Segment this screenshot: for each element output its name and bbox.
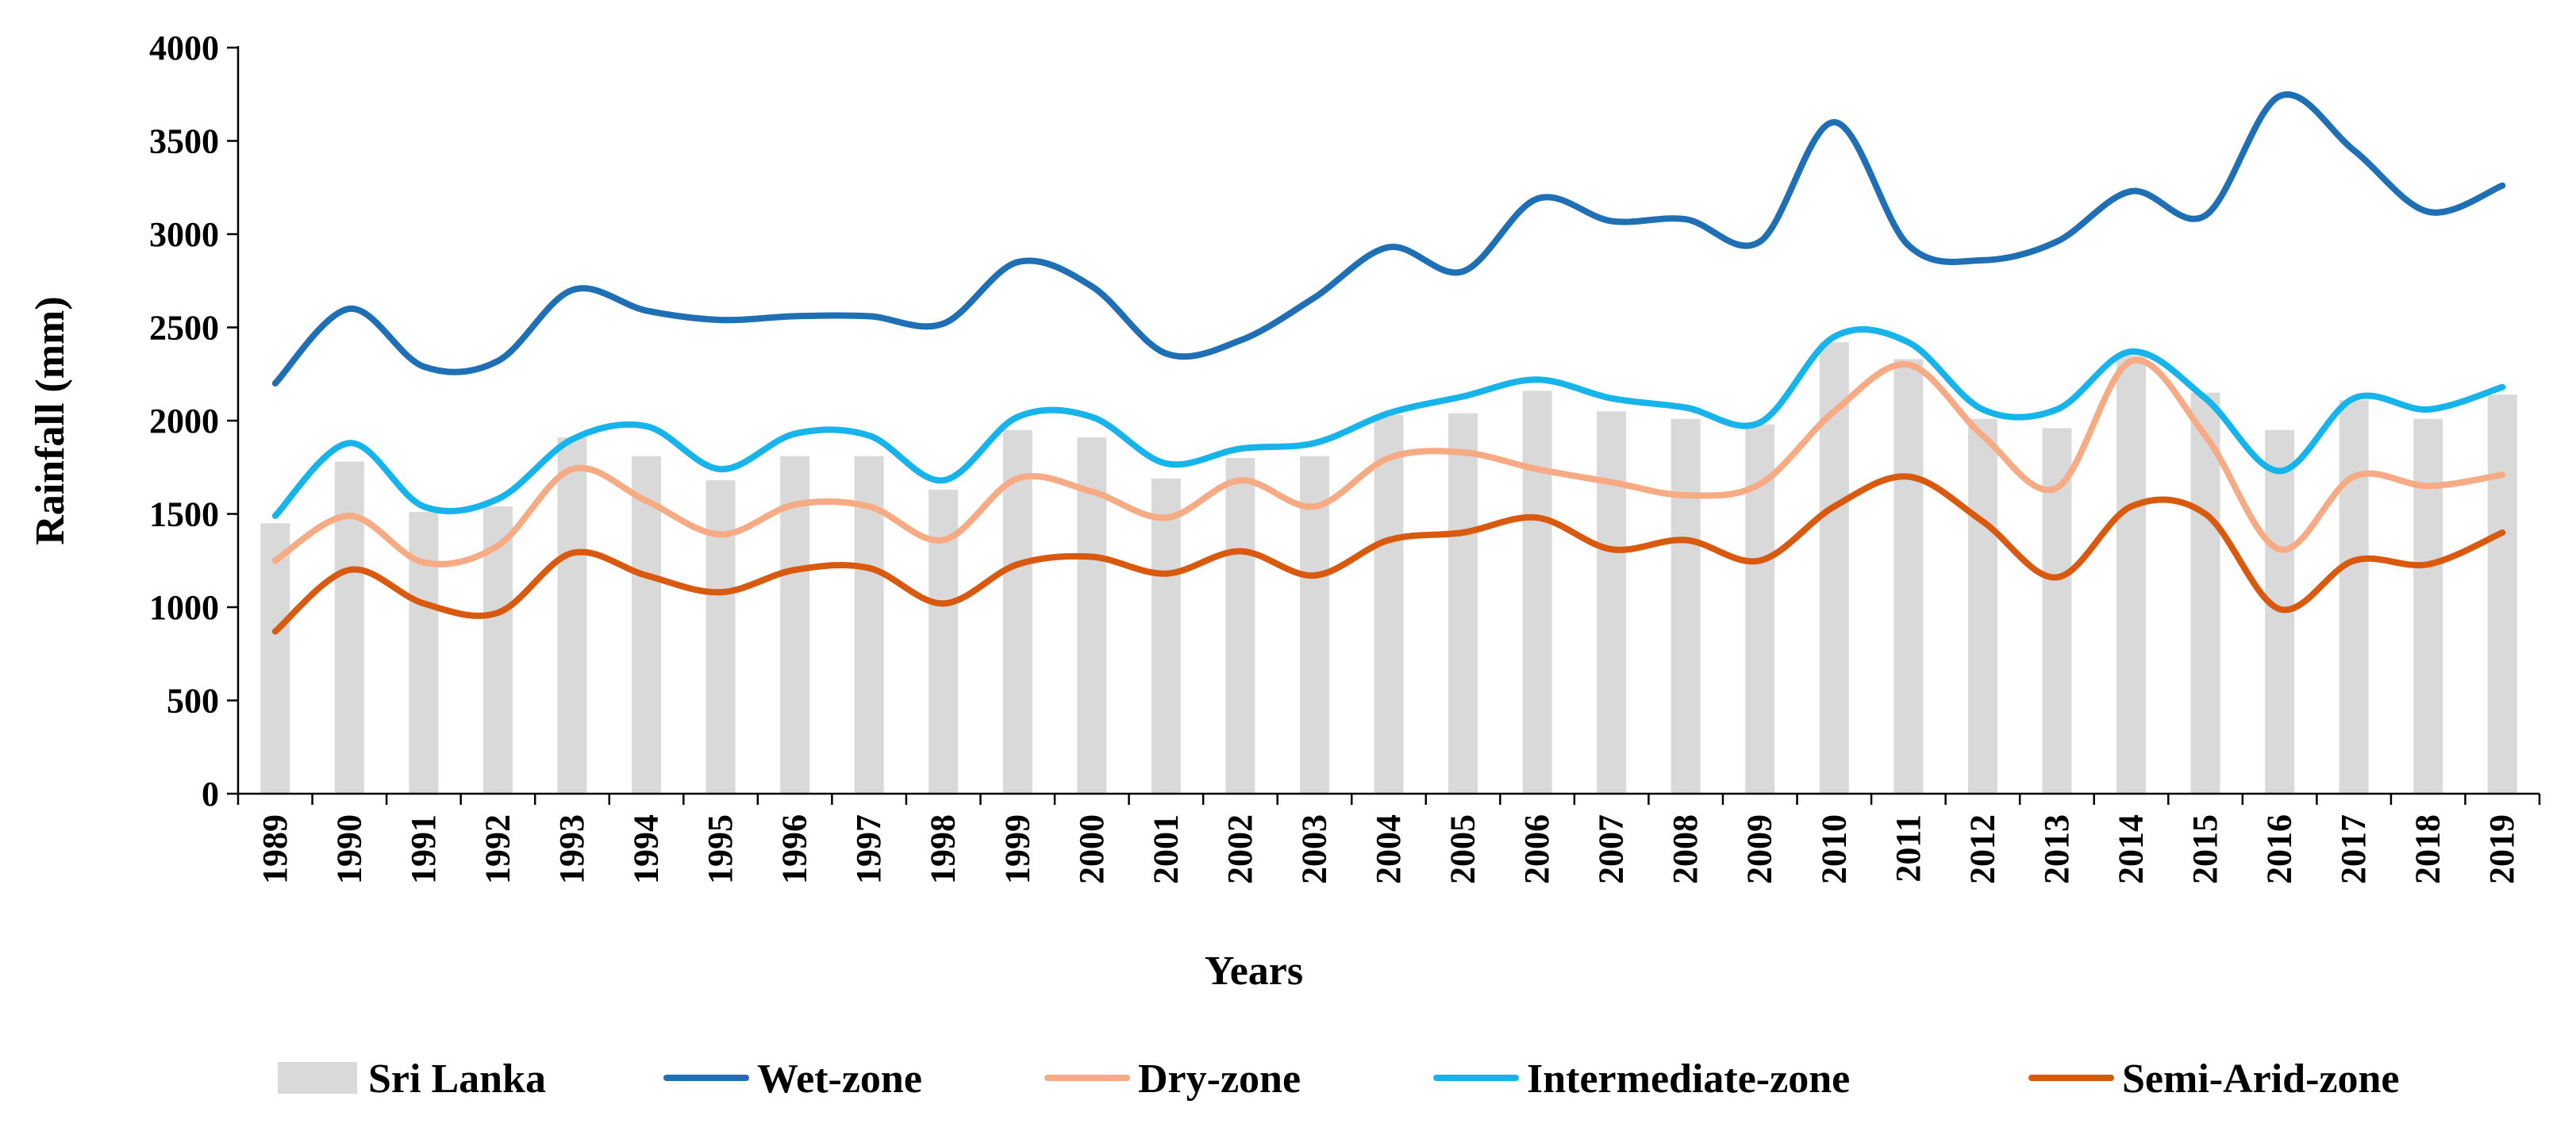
line-dry-zone [271, 356, 2506, 568]
y-tick-label-3500: 3500 [149, 122, 219, 161]
y-tick-label-1500: 1500 [149, 495, 219, 534]
x-tick-label-2012: 2012 [1963, 814, 2001, 884]
bar-sri-lanka-2008 [1671, 418, 1701, 794]
bar-sri-lanka-1989 [260, 523, 290, 794]
y-tick-label-3000: 3000 [149, 215, 219, 254]
x-tick-label-2017: 2017 [2334, 814, 2373, 884]
x-tick-label-1999: 1999 [998, 814, 1036, 884]
y-tick-label-0: 0 [202, 775, 219, 814]
x-tick-label-1990: 1990 [329, 814, 368, 884]
legend-swatch-sri-lanka [278, 1062, 357, 1094]
x-tick-label-2015: 2015 [2186, 814, 2224, 884]
x-tick-label-1993: 1993 [552, 814, 591, 884]
bar-sri-lanka-2007 [1597, 411, 1627, 794]
legend: Sri Lanka Wet-zone Dry-zone Intermediate-zo… [278, 1056, 2399, 1102]
x-tick-label-2010: 2010 [1814, 814, 1853, 884]
y-axis-title: Rainfall (mm) [28, 296, 73, 544]
legend-label-intermediate-zone: Intermediate-zone [1527, 1056, 1850, 1102]
bar-sri-lanka-2017 [2339, 400, 2369, 794]
legend-label-sri-lanka: Sri Lanka [368, 1056, 546, 1102]
lines-layer [271, 91, 2506, 635]
legend-label-wet-zone: Wet-zone [757, 1056, 922, 1102]
line-semi-arid-zone [271, 473, 2506, 635]
x-tick-label-2006: 2006 [1517, 814, 1556, 884]
bar-sri-lanka-1993 [557, 437, 587, 794]
x-tick-label-2002: 2002 [1221, 814, 1259, 884]
bar-sri-lanka-2001 [1151, 478, 1181, 794]
x-tick-label-1992: 1992 [478, 814, 517, 884]
x-tick-label-2004: 2004 [1369, 814, 1408, 884]
x-tick-label-2019: 2019 [2482, 814, 2521, 884]
x-tick-label-2016: 2016 [2260, 814, 2299, 884]
bar-sri-lanka-2014 [2116, 355, 2146, 794]
bar-sri-lanka-2013 [2042, 428, 2072, 794]
y-tick-label-1000: 1000 [149, 588, 219, 627]
bar-sri-lanka-2006 [1522, 391, 1552, 794]
bar-sri-lanka-2015 [2190, 392, 2220, 794]
x-tick-label-1998: 1998 [924, 814, 963, 884]
bar-sri-lanka-2011 [1894, 359, 1924, 794]
x-tick-label-2000: 2000 [1072, 814, 1111, 884]
x-tick-label-2011: 2011 [1889, 814, 1928, 883]
x-tick-label-2005: 2005 [1444, 814, 1482, 884]
axes-layer: 0 500 1000 1500 2000 2500 3000 3500 4000 1989 1990… [28, 29, 2541, 994]
x-tick-label-2008: 2008 [1666, 814, 1705, 884]
y-tick-label-2500: 2500 [149, 309, 219, 348]
x-tick-label-1991: 1991 [404, 814, 443, 884]
bar-sri-lanka-2005 [1448, 413, 1478, 794]
legend-label-semi-arid-zone: Semi-Arid-zone [2122, 1056, 2399, 1102]
bar-sri-lanka-1995 [706, 480, 736, 794]
x-tick-label-2003: 2003 [1294, 814, 1333, 884]
x-tick-label-2014: 2014 [2111, 814, 2150, 884]
bar-sri-lanka-2019 [2487, 394, 2517, 794]
x-tick-label-1995: 1995 [701, 814, 740, 884]
bar-sri-lanka-2002 [1225, 458, 1255, 794]
x-tick-label-1996: 1996 [775, 814, 814, 884]
line-intermediate-zone [271, 326, 2506, 519]
x-tick-label-1997: 1997 [849, 814, 888, 884]
bar-sri-lanka-1999 [1002, 429, 1032, 794]
bar-sri-lanka-2003 [1299, 456, 1329, 794]
x-tick-label-1989: 1989 [256, 814, 294, 884]
bar-sri-lanka-2012 [1967, 418, 1997, 794]
x-tick-label-2013: 2013 [2037, 814, 2076, 884]
y-tick-label-4000: 4000 [149, 29, 219, 67]
bar-sri-lanka-1996 [780, 456, 810, 794]
x-tick-label-2007: 2007 [1592, 814, 1631, 884]
bar-sri-lanka-1994 [632, 456, 662, 794]
x-tick-label-1994: 1994 [627, 814, 666, 884]
y-tick-label-2000: 2000 [149, 402, 219, 441]
bar-sri-lanka-1990 [334, 461, 364, 794]
x-tick-label-2009: 2009 [1740, 814, 1779, 884]
x-axis-title: Years [1205, 948, 1303, 994]
bar-sri-lanka-1991 [409, 512, 439, 794]
x-tick-label-2001: 2001 [1146, 814, 1185, 884]
x-tick-label-2018: 2018 [2409, 814, 2447, 884]
y-tick-label-500: 500 [167, 682, 219, 721]
bar-sri-lanka-2018 [2413, 418, 2443, 794]
bar-sri-lanka-2004 [1374, 414, 1404, 794]
line-wet-zone [271, 91, 2506, 387]
legend-label-dry-zone: Dry-zone [1138, 1056, 1301, 1102]
